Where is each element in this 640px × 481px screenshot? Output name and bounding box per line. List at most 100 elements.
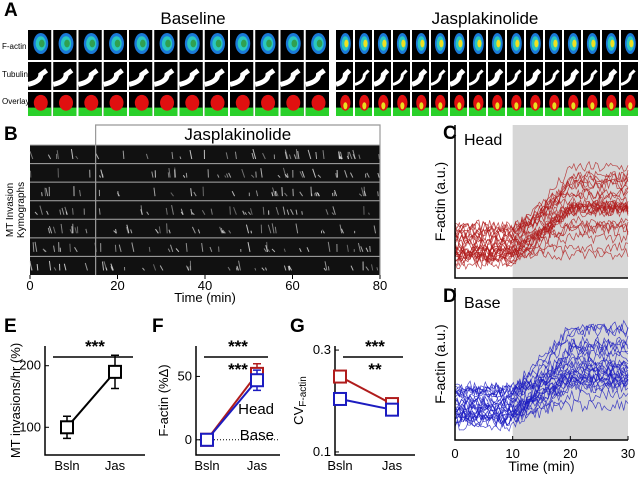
invasion-streak: [74, 227, 77, 234]
trace: [454, 325, 629, 405]
trace: [454, 198, 629, 252]
invasion-streak: [122, 150, 125, 160]
legend-label: Head: [238, 401, 274, 418]
invasion-streak: [60, 223, 63, 234]
invasion-streak: [125, 226, 129, 234]
invasion-streak: [131, 242, 135, 252]
invasion-streak: [247, 242, 251, 252]
panel-label: A: [4, 0, 18, 21]
overlay-green: [393, 107, 410, 116]
invasion-streak: [34, 241, 38, 252]
actin-blob: [610, 39, 615, 48]
series-line: [66, 371, 116, 428]
invasion-streak: [42, 248, 46, 253]
overlay-green: [507, 107, 524, 116]
significance: ***: [228, 360, 248, 379]
invasion-streak: [130, 229, 133, 234]
invasion-streak: [101, 261, 105, 271]
invasion-streak: [226, 173, 229, 178]
actin-blob: [344, 39, 349, 48]
overlay-green: [154, 107, 178, 116]
invasion-streak: [53, 245, 56, 252]
invasion-streak: [250, 208, 253, 215]
invasion-streak: [61, 207, 65, 215]
invasion-streak: [288, 265, 293, 271]
invasion-streak: [346, 244, 349, 252]
series-line: [206, 379, 258, 441]
invasion-streak: [190, 188, 193, 197]
invasion-streak: [327, 266, 330, 271]
tubulin: [305, 68, 326, 87]
overlay-green: [305, 107, 329, 116]
invasion-streak: [185, 243, 188, 252]
invasion-streak: [282, 206, 286, 215]
invasion-streak: [250, 174, 255, 178]
trace: [454, 215, 629, 232]
actin-blob: [534, 39, 539, 48]
invasion-streak: [153, 187, 156, 197]
tubulin: [254, 68, 276, 87]
invasion-streak: [70, 148, 74, 160]
invasion-streak: [142, 267, 145, 271]
invasion-streak: [175, 248, 180, 253]
overlay-yellow: [514, 102, 519, 110]
series-line: [339, 397, 393, 411]
invasion-streak: [339, 224, 343, 234]
invasion-streak: [284, 192, 288, 197]
tubulin: [52, 68, 74, 87]
invasion-streak: [361, 187, 365, 197]
significance: ***: [85, 337, 105, 356]
y-axis-label-sub: F-actin: [298, 376, 309, 407]
invasion-streak: [36, 264, 39, 271]
trace: [454, 354, 629, 399]
invasion-streak: [182, 174, 186, 178]
actin-blob: [572, 39, 577, 48]
actin-blob: [382, 39, 387, 48]
x-tick-label: 10: [505, 446, 519, 461]
invasion-streak: [275, 206, 279, 215]
invasion-streak: [170, 192, 174, 197]
invasion-streak: [346, 155, 350, 160]
invasion-streak: [171, 205, 174, 215]
invasion-streak: [327, 241, 331, 252]
overlay-yellow: [400, 102, 405, 110]
trace: [454, 360, 629, 408]
invasion-streak: [352, 153, 356, 160]
actin-blob: [316, 39, 323, 48]
actin-blob: [215, 39, 222, 48]
overlay-green: [53, 107, 77, 116]
legend-label: Base: [240, 427, 274, 444]
invasion-streak: [72, 208, 74, 215]
invasion-streak: [217, 174, 220, 178]
invasion-streak: [295, 209, 298, 215]
invasion-streak: [39, 205, 43, 215]
marker: [108, 364, 122, 379]
axis: [454, 125, 628, 279]
invasion-streak: [179, 156, 182, 160]
invasion-streak: [197, 229, 201, 234]
overlay-green: [583, 107, 600, 116]
invasion-streak: [335, 172, 338, 178]
kymograph-bg: [30, 145, 380, 275]
x-tick-label: 20: [110, 278, 124, 293]
invasion-streak: [332, 206, 336, 215]
invasion-streak: [334, 189, 338, 197]
tubulin: [411, 68, 428, 87]
trace: [454, 340, 629, 423]
overlay-green: [431, 107, 448, 116]
marker: [333, 391, 347, 406]
overlay-green: [488, 107, 505, 116]
overlay-green: [545, 107, 562, 116]
y-axis-label: F-actin (%Δ): [156, 364, 171, 436]
trace: [454, 380, 629, 427]
invasion-streak: [201, 209, 206, 215]
invasion-streak: [324, 261, 328, 271]
overlay-green: [28, 107, 52, 116]
marker: [250, 373, 264, 388]
trace: [454, 380, 629, 416]
actin-blob: [629, 39, 634, 48]
invasion-streak: [145, 153, 149, 160]
tubulin: [525, 68, 542, 87]
invasion-streak: [265, 267, 267, 271]
